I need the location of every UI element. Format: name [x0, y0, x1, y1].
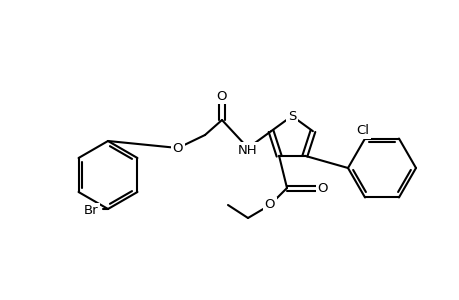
- Text: O: O: [317, 182, 328, 194]
- Text: NH: NH: [238, 143, 257, 157]
- Text: S: S: [287, 110, 296, 122]
- Text: Br: Br: [83, 205, 98, 218]
- Text: O: O: [173, 142, 183, 154]
- Text: Cl: Cl: [356, 124, 369, 137]
- Text: O: O: [264, 199, 274, 212]
- Text: O: O: [216, 89, 227, 103]
